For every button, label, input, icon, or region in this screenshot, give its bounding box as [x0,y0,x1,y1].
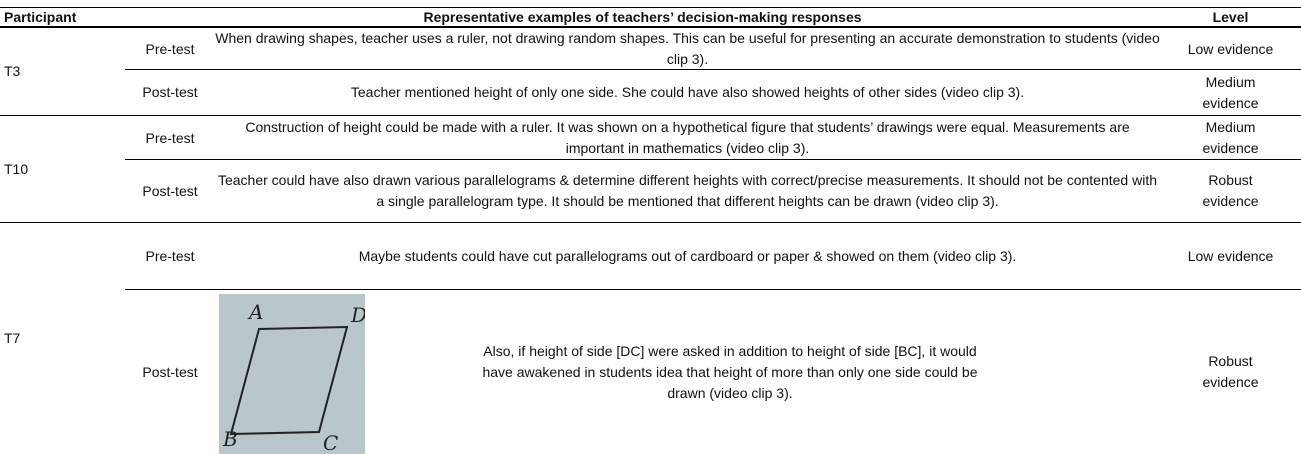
level: Low evidence [1160,223,1301,290]
header-cell: Level [1160,8,1301,26]
level: Medium evidence [1160,116,1301,160]
phase: Post-test [125,70,215,115]
level-text: Medium evidence [1202,119,1259,156]
participant-text: T3 [4,63,21,79]
header-cell-text: Representative examples of teachers’ dec… [423,8,862,25]
participant: T3 [0,28,125,115]
rule [0,26,1301,28]
level-text: Medium evidence [1202,73,1259,111]
phase: Post-test [125,290,215,454]
rule [125,159,1301,160]
level: Low evidence [1160,28,1301,70]
level-text: Low evidence [1187,248,1274,264]
phase-text: Post-test [142,182,198,199]
header-cell-text: Participant [4,8,77,25]
participant-text: T10 [4,160,29,177]
level-text: Robust evidence [1202,353,1259,390]
figure: A D B C [219,294,365,454]
phase: Post-test [125,160,215,222]
level: Robust evidence [1160,290,1301,454]
phase: Pre-test [125,116,215,160]
parallelogram [229,325,349,436]
rule [125,289,1301,290]
figure-label: D [350,303,365,327]
response-text: Also, if height of side [DC] were asked … [482,342,978,401]
response-text: Maybe students could have cut parallelog… [358,248,1017,264]
response-text: Teacher could have also drawn various pa… [217,172,1158,209]
phase: Pre-test [125,223,215,290]
phase-text: Post-test [142,84,198,100]
level: Robust evidence [1160,160,1301,222]
response-text: Construction of height could be made wit… [245,119,1130,156]
header-cell: Participant [0,8,125,26]
figure-label: B [222,427,238,451]
response: Teacher could have also drawn various pa… [215,160,1160,222]
phase-text: Pre-test [145,129,195,146]
participant: T10 [0,116,125,222]
response: When drawing shapes, teacher uses a rule… [215,28,1160,70]
rule [125,69,1301,70]
participant: T7 [0,223,125,454]
phase-text: Post-test [142,363,198,380]
level: Medium evidence [1160,70,1301,115]
response: Construction of height could be made wit… [215,116,1160,160]
response-text: Teacher mentioned height of only one sid… [350,84,1025,100]
rule [0,7,1301,8]
level-text: Low evidence [1187,40,1274,57]
figure-label: C [323,431,338,454]
photo [219,294,365,454]
phase: Pre-test [125,28,215,70]
response: Teacher mentioned height of only one sid… [215,70,1160,115]
phase-text: Pre-test [145,40,195,57]
header-cell: Representative examples of teachers’ dec… [125,8,1160,26]
response-text: When drawing shapes, teacher uses a rule… [215,30,1160,67]
figure-label: A [247,300,263,324]
response: Also, if height of side [DC] were asked … [470,290,990,454]
phase-text: Pre-test [145,248,195,264]
response: Maybe students could have cut parallelog… [215,223,1160,290]
rule [0,115,1301,116]
level-text: Robust evidence [1202,172,1259,209]
rule [0,222,1301,223]
participant-text: T7 [4,330,21,346]
header-cell-text: Level [1212,8,1249,25]
